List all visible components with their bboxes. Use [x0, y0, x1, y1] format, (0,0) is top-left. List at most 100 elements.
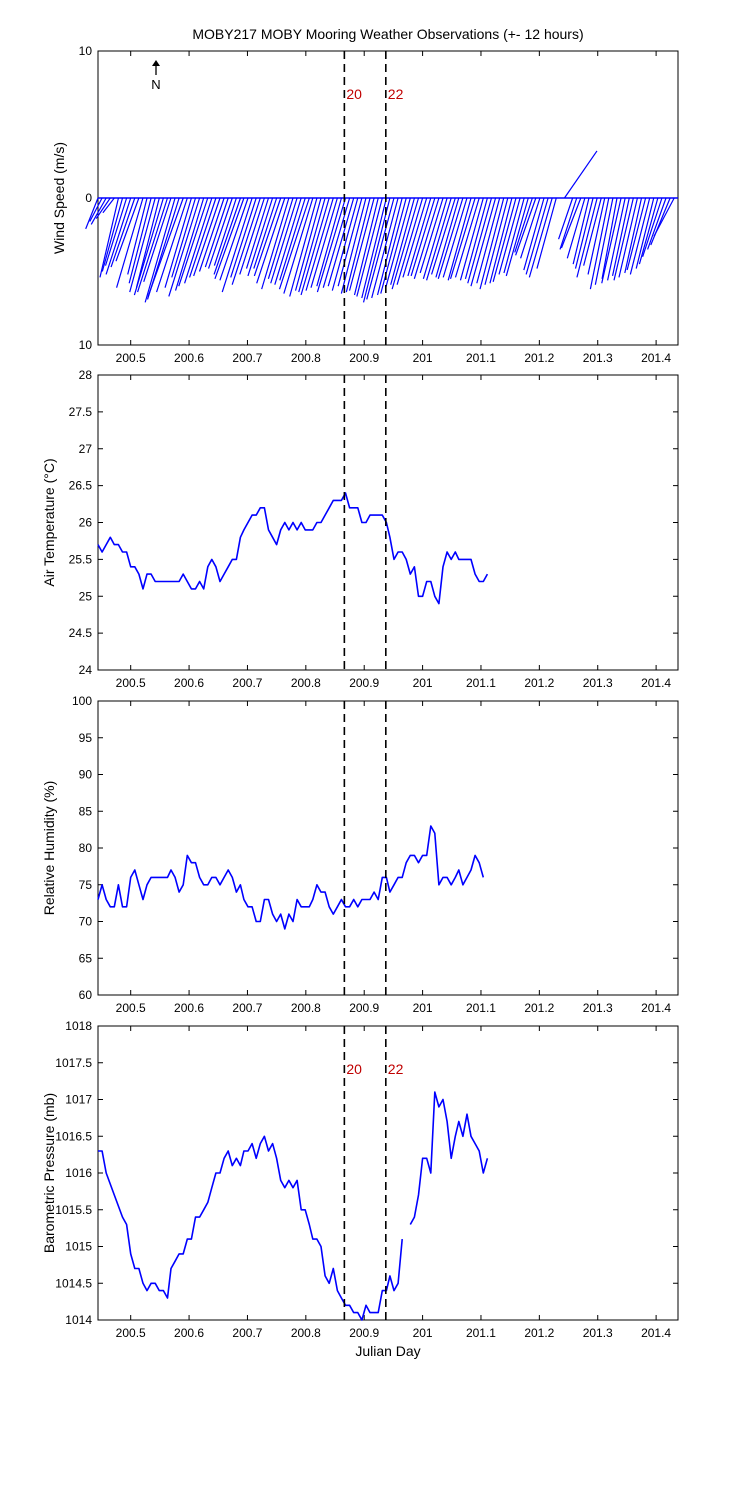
wind-vector — [484, 197, 509, 285]
wind-vector — [536, 197, 557, 269]
x-tick-label: 200.6 — [174, 1326, 204, 1340]
north-arrow-head — [152, 60, 160, 66]
wind-vector — [247, 197, 274, 277]
y-tick-label: 1014.5 — [55, 1276, 92, 1290]
wind-vector — [89, 197, 103, 222]
y-tick-label: 10 — [79, 44, 93, 58]
wind-vector — [422, 197, 448, 280]
y-tick-label: 0 — [85, 191, 92, 205]
marker-label: 22 — [388, 1061, 404, 1077]
wind-vector — [127, 197, 148, 275]
x-tick-label: 201 — [413, 676, 433, 690]
wind-vector — [116, 197, 144, 288]
x-tick-label: 201.4 — [641, 676, 671, 690]
x-tick-label: 200.7 — [232, 351, 262, 365]
wind-vector — [102, 197, 115, 214]
wind-vector — [274, 197, 302, 285]
wind-vector — [101, 197, 124, 272]
wind-vector — [137, 197, 169, 293]
x-tick-label: 200.5 — [116, 1326, 146, 1340]
y-tick-label: 1015.5 — [55, 1203, 92, 1217]
x-tick-label: 200.5 — [116, 351, 146, 365]
wind-vector — [239, 197, 265, 275]
series-line — [98, 1135, 403, 1321]
wind-vector — [618, 197, 639, 278]
wind-vector — [642, 197, 663, 257]
wind-vector — [629, 197, 651, 275]
x-tick-label: 201.4 — [641, 1326, 671, 1340]
wind-vector — [356, 197, 383, 297]
y-tick-label: 1016 — [65, 1166, 92, 1180]
wind-vector — [447, 197, 472, 281]
wind-vector — [231, 197, 261, 285]
wind-vector — [164, 197, 192, 288]
wind-vector — [520, 197, 541, 259]
wind-vector — [492, 197, 517, 282]
wind-vector — [396, 197, 424, 285]
wind-vector — [566, 197, 586, 259]
wind-vector — [95, 197, 111, 219]
wind-vector — [385, 197, 411, 288]
x-tick-label: 200.8 — [291, 1326, 321, 1340]
wind-vector — [221, 197, 253, 293]
wind-vector — [523, 197, 545, 271]
y-tick-label: 90 — [79, 768, 93, 782]
wind-vector — [594, 197, 614, 285]
x-tick-label: 200.9 — [349, 676, 379, 690]
wind-vector — [467, 197, 493, 284]
y-tick-label: 75 — [79, 878, 93, 892]
wind-vector — [174, 197, 205, 291]
wind-vector — [362, 197, 391, 303]
north-label: N — [151, 77, 160, 92]
y-tick-label: 27.5 — [69, 405, 93, 419]
wind-vector — [459, 197, 484, 281]
x-tick-label: 201.2 — [524, 676, 554, 690]
wind-vector — [366, 197, 395, 300]
wind-vector — [316, 197, 347, 293]
y-tick-label: 1015 — [65, 1240, 92, 1254]
wind-vector — [437, 197, 464, 280]
plot-frame — [97, 700, 679, 996]
wind-vector — [213, 197, 237, 266]
x-tick-label: 200.5 — [116, 676, 146, 690]
wind-vector — [253, 197, 282, 277]
y-tick-label: 24.5 — [69, 626, 93, 640]
y-tick-label: 1017.5 — [55, 1056, 92, 1070]
x-tick-label: 201.3 — [583, 1001, 613, 1015]
series-line — [409, 1091, 489, 1225]
wind-vector — [626, 197, 647, 271]
wind-vector — [435, 197, 460, 278]
wind-vector — [171, 197, 197, 278]
wind-vector — [322, 197, 351, 288]
wind-vector — [376, 197, 403, 296]
wind-vector — [583, 197, 602, 266]
x-tick-label: 201.2 — [524, 351, 554, 365]
wind-vector — [390, 197, 415, 285]
wind-vector — [442, 197, 468, 278]
x-tick-label: 201.2 — [524, 1001, 554, 1015]
y-tick-label: 25.5 — [69, 552, 93, 566]
x-tick-label: 201.2 — [524, 1326, 554, 1340]
x-tick-label: 201.1 — [466, 1001, 496, 1015]
plot-frame — [97, 374, 679, 671]
x-tick-label: 201.1 — [466, 676, 496, 690]
x-tick-label: 200.8 — [291, 1001, 321, 1015]
wind-vector — [256, 197, 286, 284]
wind-vector — [188, 197, 217, 278]
y-tick-label: 60 — [79, 988, 93, 1002]
wind-vector — [574, 197, 594, 269]
wind-vector — [638, 197, 659, 265]
x-tick-label: 201.4 — [641, 1001, 671, 1015]
wind-vector — [305, 197, 334, 291]
wind-vector — [104, 197, 128, 266]
wind-vector — [576, 197, 598, 278]
wind-vector — [204, 197, 229, 268]
wind-vector — [426, 197, 452, 281]
wind-vector — [653, 197, 675, 237]
wind-vector — [337, 197, 363, 287]
wind-vector — [230, 197, 257, 278]
wind-vector — [283, 197, 314, 294]
wind-vector — [607, 197, 626, 281]
